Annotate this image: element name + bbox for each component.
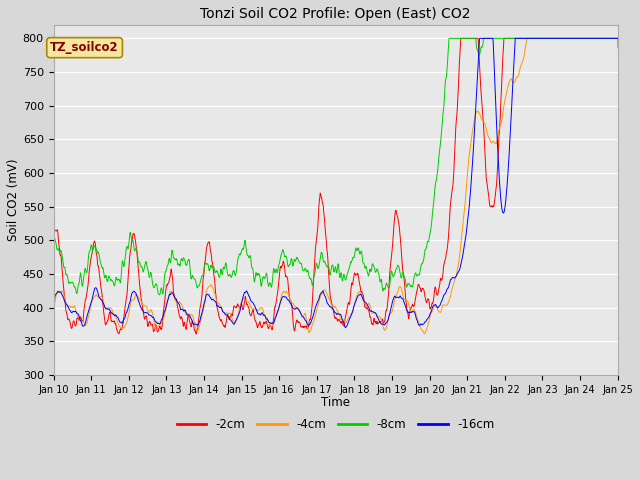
Y-axis label: Soil CO2 (mV): Soil CO2 (mV) (7, 159, 20, 241)
Text: TZ_soilco2: TZ_soilco2 (51, 41, 119, 54)
X-axis label: Time: Time (321, 396, 350, 409)
Title: Tonzi Soil CO2 Profile: Open (East) CO2: Tonzi Soil CO2 Profile: Open (East) CO2 (200, 7, 471, 21)
Legend: -2cm, -4cm, -8cm, -16cm: -2cm, -4cm, -8cm, -16cm (172, 413, 499, 436)
